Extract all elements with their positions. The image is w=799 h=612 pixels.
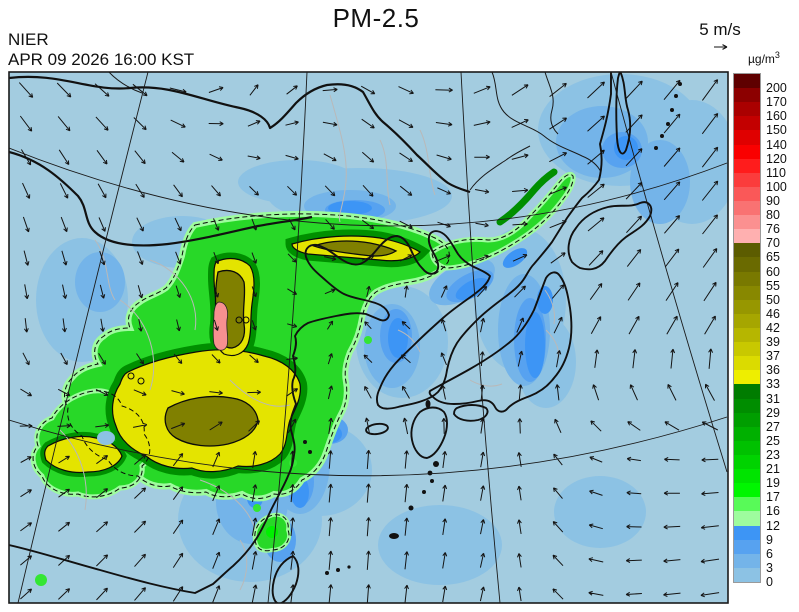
colorbar-cell [734,313,760,329]
colorbar-tick-label: 39 [766,335,780,350]
agency-label: NIER [8,30,49,49]
wind-arrows-path [18,79,720,603]
colorbar-cell [734,229,760,244]
colorbar-cell [734,271,760,287]
colorbar-tick-label: 3 [766,560,773,575]
colorbar-unit-label: µg/m3 [748,50,780,66]
colorbar-tick-label: 37 [766,349,780,364]
colorbar-cell [734,102,760,117]
colorbar-cell [734,342,760,357]
colorbar-cell [734,299,760,315]
colorbar-cell [734,158,760,174]
map-frame [8,71,729,604]
colorbar-cell [734,525,760,541]
colorbar-tick-label: 60 [766,264,780,279]
colorbar-tick-label: 23 [766,447,780,462]
colorbar-tick-label: 110 [766,165,786,180]
colorbar-tick-label: 9 [766,532,773,547]
colorbar-tick-label: 42 [766,320,780,335]
colorbar-cell [734,257,760,273]
colorbar-cell [734,130,760,146]
colorbar-tick-label: 100 [766,179,787,194]
colorbar-cell [734,356,760,371]
colorbar-cell [734,116,760,131]
colorbar-tick-label: 25 [766,433,780,448]
colorbar-tick-label: 33 [766,377,780,392]
colorbar-cell [734,215,760,230]
colorbar-tick-label: 27 [766,419,780,434]
country-borders [9,75,471,247]
colorbar-tick-label: 12 [766,518,780,533]
colorbar-tick-label: 31 [766,391,780,406]
page-title: PM-2.5 [332,3,420,33]
colorbar-tick-label: 140 [766,137,787,152]
coastlines [9,72,653,603]
valid-time-label: APR 09 2026 16:00 KST [8,50,195,69]
colorbar-tick-label: 16 [766,504,780,519]
colorbar-tick-label: 160 [766,109,787,124]
colorbar-tick-label: 170 [766,95,787,110]
colorbar-cell [734,74,760,89]
colorbar-tick-label: 120 [766,151,787,166]
contour-ring-marks [127,316,250,385]
colorbar-tick-label: 65 [766,250,780,265]
wind-reference-legend: 5 m/s [670,20,770,58]
colorbar-cell [734,454,760,470]
colorbar-cell [734,186,760,202]
colorbar-tick-label: 76 [766,222,780,237]
colorbar-tick-label: 21 [766,462,780,477]
colorbar-cell [734,172,760,188]
colorbar-cell [734,553,760,569]
wind-vector-field [18,79,720,603]
colorbar-cell [734,285,760,301]
colorbar-cell [734,497,760,512]
colorbar-cell [734,469,760,484]
province-boundaries [59,94,559,591]
colorbar-cell [734,511,760,527]
colorbar-tick-label: 6 [766,546,773,561]
colorbar-tick-label: 36 [766,363,780,378]
colorbar-cell [734,370,760,385]
colorbar-cell [734,483,760,498]
colorbar-tick-label: 29 [766,405,780,420]
wind-speed-label: 5 m/s [699,20,741,39]
colorbar-tick-label: 0 [766,574,773,589]
colorbar-tick-label: 50 [766,292,780,307]
colorbar-tick-label: 19 [766,476,780,491]
colorbar [733,73,761,583]
rivers [108,72,602,191]
colorbar-cell [734,327,760,343]
colorbar-cell [734,384,760,400]
colorbar-cell [734,200,760,216]
colorbar-tick-label: 17 [766,490,780,505]
graticule-lines [9,72,728,603]
colorbar-tick-label: 90 [766,193,780,208]
colorbar-cell [734,412,760,428]
colorbar-cell [734,426,760,442]
main-pollution-plume [30,168,576,586]
colorbar-cell [734,440,760,456]
colorbar-cell [734,144,760,160]
small-islands [303,82,682,575]
colorbar-cell [734,243,760,258]
colorbar-cell [734,398,760,414]
colorbar-cell [734,88,760,103]
olive-concentration-cores [164,240,398,447]
colorbar-tick-label: 55 [766,278,780,293]
pink-peak-core [212,301,229,351]
colorbar-tick-label: 80 [766,208,780,223]
colorbar-tick-label: 46 [766,306,780,321]
colorbar-tick-label: 200 [766,81,787,96]
colorbar-tick-label: 70 [766,236,780,251]
wind-reference-arrow [714,44,728,50]
colorbar-cell [734,539,760,555]
colorbar-tick-label: 150 [766,123,787,138]
colorbar-cell [734,567,760,583]
